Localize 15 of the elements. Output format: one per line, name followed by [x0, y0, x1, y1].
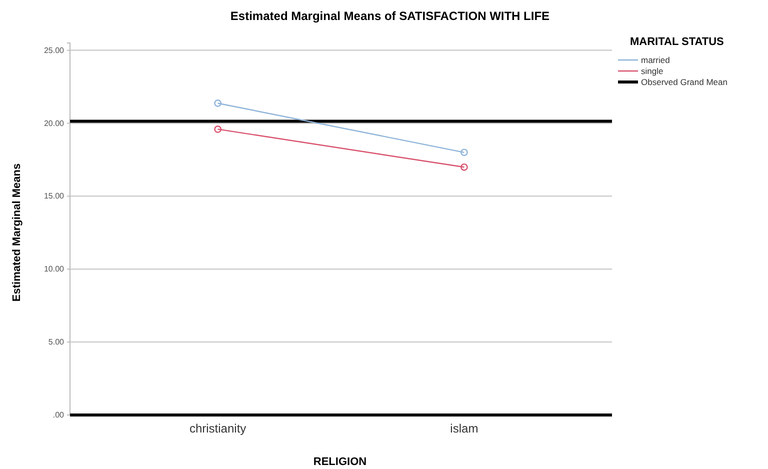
- legend-label: Observed Grand Mean: [641, 77, 728, 87]
- y-tick-label: 10.00: [44, 264, 65, 274]
- y-tick-label: 15.00: [44, 192, 65, 201]
- x-tick-label: christianity: [189, 421, 246, 436]
- y-tick-label: 25.00: [44, 46, 65, 55]
- chart-title: Estimated Marginal Means of SATISFACTION WITH LIFE: [230, 9, 550, 23]
- y-tick-label: 5.00: [48, 338, 65, 347]
- legend-label: married: [641, 55, 670, 65]
- y-tick-label: .00: [52, 410, 65, 420]
- y-axis-title: Estimated Marginal Means: [11, 163, 23, 302]
- x-axis-title: RELIGION: [313, 456, 367, 468]
- y-tick-label: 20.00: [44, 118, 65, 128]
- x-tick-label: islam: [450, 421, 478, 436]
- legend-label: single: [641, 66, 664, 76]
- legend-title: MARITAL STATUS: [630, 36, 724, 48]
